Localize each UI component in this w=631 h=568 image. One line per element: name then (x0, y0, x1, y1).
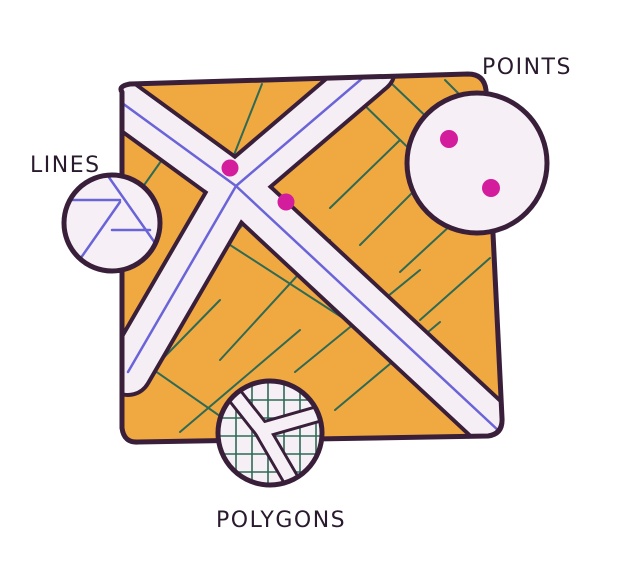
lines-callout-circle (61, 172, 163, 274)
point-marker-icon (221, 159, 239, 177)
polygons-sample-icon (219, 381, 322, 485)
lines-sample-icon (64, 175, 160, 264)
map-outline (118, 71, 505, 445)
polygons-callout-circle (215, 378, 325, 488)
point-marker-icon (440, 130, 458, 148)
point-marker-icon (482, 179, 500, 197)
points-callout-circle (404, 90, 550, 236)
points-callout (404, 90, 550, 236)
polygons-callout (215, 378, 325, 488)
label-points: POINTS (482, 55, 572, 80)
label-lines: LINES (30, 153, 101, 178)
point-marker-icon (277, 193, 295, 211)
lines-callout (61, 172, 163, 274)
label-polygons: POLYGONS (216, 508, 346, 533)
road-centerlines (121, 74, 502, 434)
